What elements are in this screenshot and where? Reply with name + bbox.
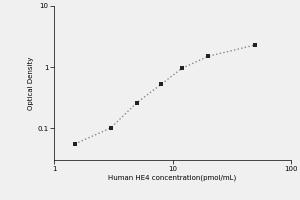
X-axis label: Human HE4 concentration(pmol/mL): Human HE4 concentration(pmol/mL) — [108, 174, 237, 181]
Y-axis label: Optical Density: Optical Density — [28, 56, 34, 110]
